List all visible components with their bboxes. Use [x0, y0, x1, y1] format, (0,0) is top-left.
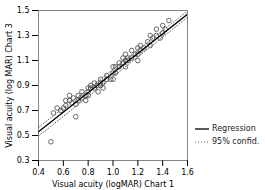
svg-text:Visual acuity (logMAR) Chart 1: Visual acuity (logMAR) Chart 1 — [52, 180, 174, 189]
svg-text:1.5: 1.5 — [17, 6, 30, 15]
svg-text:1.3: 1.3 — [17, 31, 30, 40]
svg-text:0.4: 0.4 — [32, 168, 45, 177]
svg-text:0.6: 0.6 — [57, 168, 70, 177]
svg-text:0.3: 0.3 — [17, 156, 30, 165]
svg-text:1.1: 1.1 — [17, 56, 30, 65]
html-text:95% confid.: 95% confid. — [212, 137, 260, 146]
svg-text:0.5: 0.5 — [17, 131, 30, 140]
html-text:Regression: Regression — [212, 124, 256, 133]
svg-text:1.0: 1.0 — [107, 168, 120, 177]
svg-text:1.2: 1.2 — [131, 168, 144, 177]
svg-text:0.7: 0.7 — [17, 106, 30, 115]
svg-text:1.4: 1.4 — [156, 168, 169, 177]
svg-text:Visual acuity (log MAR) Chart: Visual acuity (log MAR) Chart 3 — [5, 23, 14, 148]
svg-text:0.8: 0.8 — [82, 168, 95, 177]
svg-text:1.6: 1.6 — [181, 168, 194, 177]
svg-text:0.9: 0.9 — [17, 81, 30, 90]
